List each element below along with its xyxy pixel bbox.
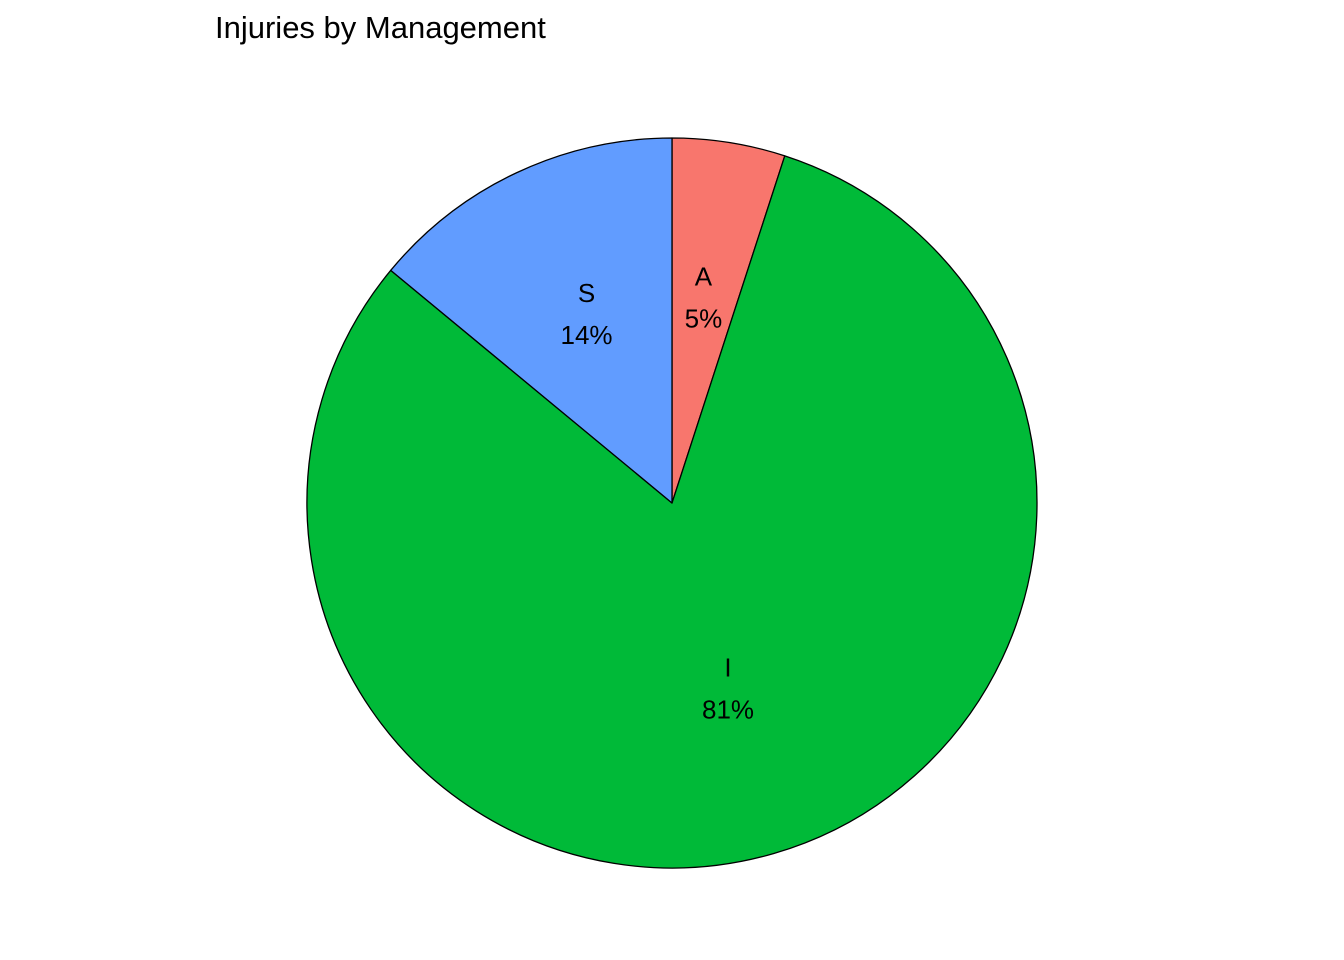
slice-percent-label-a: 5% (685, 304, 723, 334)
pie-slice-i (306, 155, 1038, 869)
pie-labels: A 5% I 81% S 14% (560, 262, 754, 725)
slice-name-label-s: S (578, 278, 595, 308)
pie-slice-s (390, 137, 673, 504)
slice-name-label-a: A (695, 262, 713, 292)
slice-percent-label-s: 14% (560, 320, 612, 350)
pie-slices (306, 137, 1038, 869)
chart-title: Injuries by Management (215, 10, 546, 45)
slice-name-label-i: I (724, 653, 731, 683)
slice-percent-label-i: 81% (702, 695, 754, 725)
